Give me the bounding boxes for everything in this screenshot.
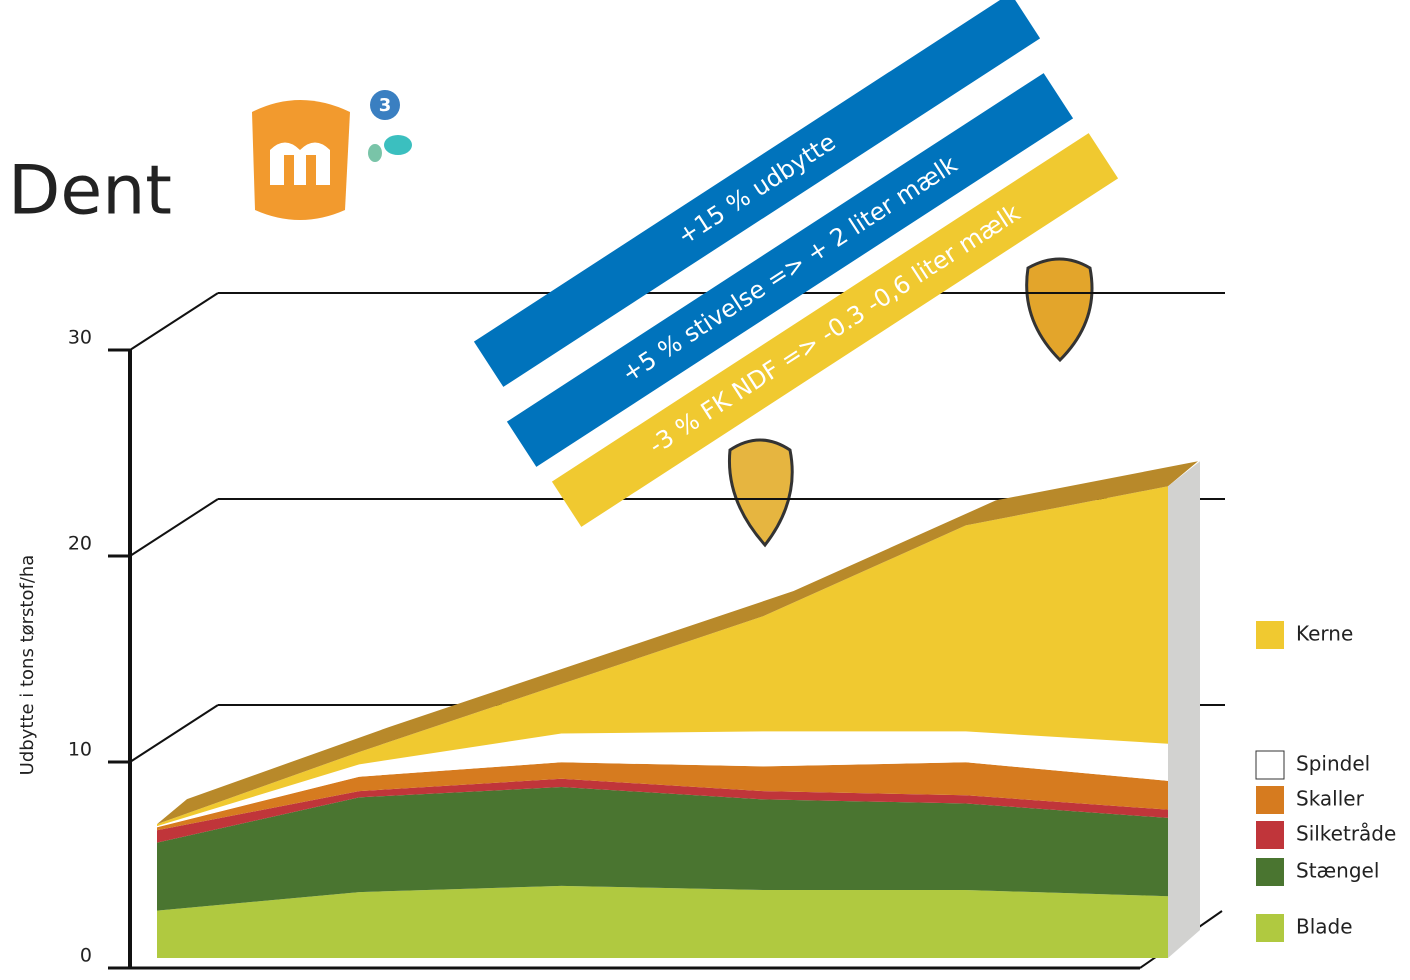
legend-swatch xyxy=(1256,858,1284,886)
legend-label: Spindel xyxy=(1296,752,1370,776)
banner xyxy=(473,0,1041,387)
banner xyxy=(506,73,1074,467)
legend-swatch xyxy=(1256,621,1284,649)
legend-swatch xyxy=(1256,821,1284,849)
legend-label: Silketråde xyxy=(1296,822,1396,846)
y-tick-label: 20 xyxy=(68,533,92,555)
y-tick-label: 10 xyxy=(68,739,92,761)
svg-text:3: 3 xyxy=(379,95,392,116)
logo: 3 xyxy=(252,90,412,220)
annotation-banner: -3 % FK NDF => -0.3 -0,6 liter mælk xyxy=(551,133,1119,527)
area xyxy=(157,778,1168,843)
legend-swatch xyxy=(1256,914,1284,942)
legend-swatch xyxy=(1256,786,1284,814)
legend-label: Kerne xyxy=(1296,622,1353,646)
area xyxy=(157,486,1168,827)
y-tick-label: 30 xyxy=(68,327,92,349)
area xyxy=(157,787,1168,911)
area xyxy=(157,885,1168,958)
y-axis-label: Udbytte i tons tørstof/ha xyxy=(17,555,38,776)
chart-title: Dent xyxy=(8,152,172,231)
legend-label: Skaller xyxy=(1296,787,1365,811)
y-tick-label: 0 xyxy=(80,945,92,967)
kernel-icon xyxy=(727,257,1094,548)
area xyxy=(157,762,1168,831)
banner xyxy=(551,133,1119,527)
area xyxy=(157,731,1168,828)
area-top xyxy=(157,461,1198,825)
area-side xyxy=(1168,461,1200,958)
legend-swatch xyxy=(1255,750,1285,780)
grid-line xyxy=(129,292,219,351)
legend-label: Blade xyxy=(1296,915,1353,939)
legend-label: Stængel xyxy=(1296,859,1379,883)
grid-line xyxy=(129,498,219,557)
grid-line xyxy=(129,704,219,763)
